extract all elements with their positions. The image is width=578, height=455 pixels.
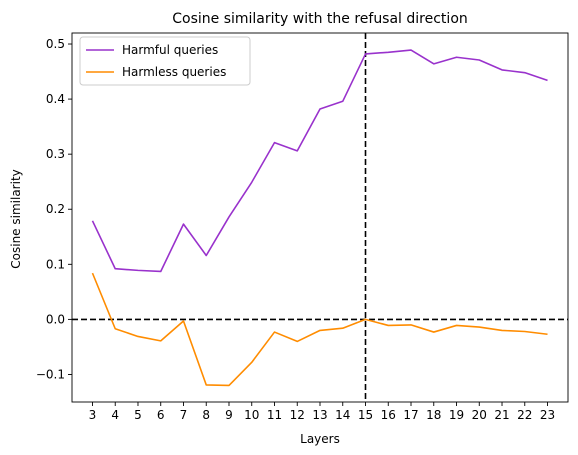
x-tick-label: 19 [449, 408, 464, 422]
x-tick-label: 8 [202, 408, 210, 422]
x-tick-label: 14 [335, 408, 350, 422]
x-tick-label: 18 [426, 408, 441, 422]
legend: Harmful queries Harmless queries [79, 36, 251, 86]
x-tick-label: 11 [267, 408, 282, 422]
x-tick-label: 5 [134, 408, 142, 422]
x-axis-label: Layers [300, 432, 340, 446]
x-tick-label: 16 [381, 408, 396, 422]
x-tick-label: 22 [517, 408, 532, 422]
legend-box [79, 36, 251, 86]
series-line-harmless [91, 272, 548, 387]
x-tick-label: 10 [244, 408, 259, 422]
y-tick-label: 0.0 [46, 312, 65, 326]
chart-title: Cosine similarity with the refusal direc… [172, 11, 468, 27]
axis-ticks: 3 4 5 6 7 8 9 10 11 12 13 14 15 16 17 18 19 20 21 22 23−0.10… [36, 37, 555, 422]
x-tick-label: 12 [290, 408, 305, 422]
y-tick-label: 0.3 [46, 147, 65, 161]
legend-label: Harmful queries [122, 43, 218, 57]
x-tick-label: 21 [494, 408, 509, 422]
y-tick-label: 0.5 [46, 37, 65, 51]
x-tick-label: 7 [180, 408, 188, 422]
series-line-harmful [91, 49, 548, 273]
x-tick-label: 15 [358, 408, 373, 422]
x-tick-label: 13 [312, 408, 327, 422]
y-tick-label: 0.2 [46, 202, 65, 216]
y-tick-label: −0.1 [36, 367, 65, 381]
x-tick-label: 6 [157, 408, 165, 422]
y-axis-label: Cosine similarity [9, 169, 23, 268]
x-tick-label: 20 [472, 408, 487, 422]
axes-frame [71, 32, 569, 403]
x-tick-label: 3 [89, 408, 97, 422]
legend-label: Harmless queries [122, 65, 226, 79]
x-tick-label: 23 [540, 408, 555, 422]
x-tick-label: 17 [403, 408, 418, 422]
y-tick-label: 0.4 [46, 92, 65, 106]
plot-area [71, 32, 569, 403]
y-tick-label: 0.1 [46, 257, 65, 271]
x-tick-label: 4 [111, 408, 119, 422]
x-tick-label: 9 [225, 408, 233, 422]
